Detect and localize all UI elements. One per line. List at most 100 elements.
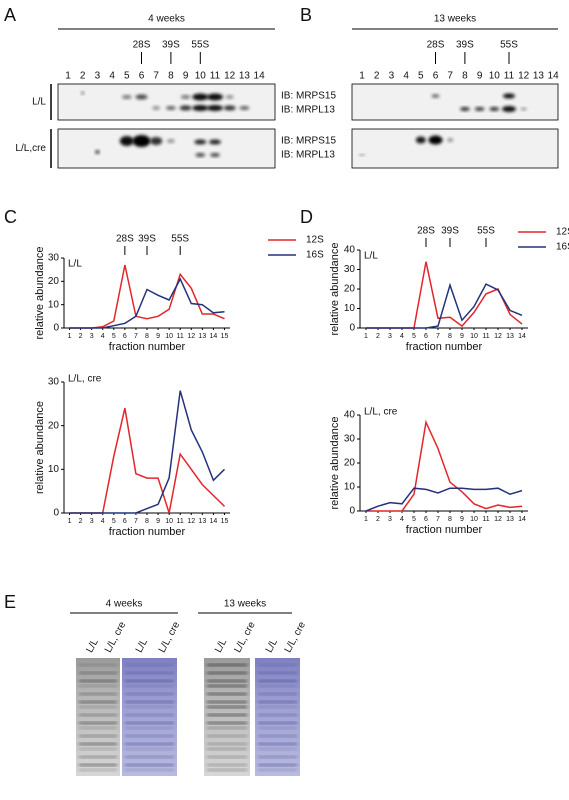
lane-label: L/L, cre [157, 620, 183, 655]
gel-band [79, 722, 117, 724]
gel-band [125, 672, 174, 674]
x-tick-label: 7 [436, 333, 440, 340]
band [209, 139, 221, 145]
x-tick-label: 7 [436, 516, 440, 523]
gel-band [79, 685, 117, 687]
marker-label: 39S [456, 40, 474, 51]
band [239, 106, 250, 110]
band [207, 105, 223, 111]
band [459, 107, 470, 111]
lane-number: 13 [239, 71, 251, 82]
annotation: 55S [171, 234, 189, 245]
data-line [366, 419, 523, 512]
band [192, 93, 209, 101]
band [121, 95, 132, 99]
x-tick-label: 8 [145, 518, 149, 525]
band [428, 135, 443, 145]
gel-band [125, 680, 174, 682]
x-tick-label: 6 [123, 518, 127, 525]
y-tick-label: 20 [48, 276, 60, 287]
y-tick-label: 30 [344, 264, 356, 275]
x-tick-label: 8 [145, 333, 149, 340]
gel-band [79, 714, 117, 716]
band [195, 153, 206, 157]
lane-number: 4 [403, 71, 409, 82]
x-axis-label: fraction number [109, 526, 186, 538]
band [447, 138, 454, 142]
blot-title: 4 weeks [148, 14, 185, 25]
marker-label: 39S [162, 40, 180, 51]
y-tick-label: 10 [344, 303, 356, 314]
gel-band [207, 706, 247, 708]
x-tick-label: 5 [412, 516, 416, 523]
lane-number: 1 [359, 71, 365, 82]
gel-band [258, 693, 297, 695]
gel-image [122, 658, 177, 776]
lane-number: 5 [418, 71, 424, 82]
x-tick-label: 1 [68, 333, 72, 340]
lane-number: 12 [224, 71, 236, 82]
antibody-label: IB: MRPS15 [281, 91, 336, 102]
gel-band [125, 693, 174, 695]
gel-band [258, 727, 297, 729]
x-tick-label: 11 [482, 516, 489, 523]
gel-band [79, 664, 117, 666]
panel-letter: B [300, 5, 312, 25]
gel-band [258, 743, 297, 745]
x-tick-label: 2 [79, 518, 83, 525]
lane-label: L/L, cre [232, 620, 258, 655]
x-tick-label: 12 [494, 333, 502, 340]
annotation: 39S [441, 226, 459, 237]
band [210, 153, 220, 157]
band [119, 136, 134, 146]
gel-band [258, 769, 297, 771]
blot-image [57, 83, 276, 121]
band [474, 107, 485, 111]
y-tick-label: 0 [349, 506, 355, 517]
gel-band [125, 706, 174, 708]
lane-number: 6 [139, 71, 145, 82]
y-tick-label: 30 [344, 434, 356, 445]
lane-number: 6 [433, 71, 439, 82]
band [359, 154, 365, 156]
band [166, 139, 175, 143]
data-line [69, 408, 226, 514]
lane-number: 10 [489, 71, 501, 82]
gel-band [258, 756, 297, 758]
x-tick-label: 10 [165, 518, 173, 525]
lane-number: 8 [462, 71, 468, 82]
gel-band [207, 764, 247, 766]
gel-band [79, 735, 117, 737]
panel-letter: A [4, 5, 16, 25]
x-tick-label: 13 [506, 333, 514, 340]
gel-image [76, 658, 120, 776]
y-tick-label: 10 [48, 464, 60, 475]
lane-label: L/L, cre [103, 620, 129, 655]
band [415, 136, 426, 144]
x-tick-label: 10 [165, 333, 173, 340]
band [95, 150, 100, 154]
x-tick-label: 15 [221, 333, 229, 340]
gel-image [204, 658, 250, 776]
band [152, 106, 161, 110]
band [81, 91, 85, 95]
gel-band [125, 764, 174, 766]
band [194, 139, 207, 145]
marker-label: 28S [427, 40, 445, 51]
y-tick-label: 20 [344, 458, 356, 469]
blot-image [351, 128, 559, 169]
annotation: 55S [477, 226, 495, 237]
band [180, 95, 191, 99]
y-tick-label: 40 [344, 245, 356, 256]
x-tick-label: 1 [364, 516, 368, 523]
x-tick-label: 9 [460, 333, 464, 340]
lane-number: 2 [80, 71, 86, 82]
data-line [69, 277, 225, 329]
x-tick-label: 4 [400, 333, 404, 340]
gel-image [255, 658, 300, 776]
gel-band [207, 664, 247, 666]
gel-band [125, 756, 174, 758]
band [179, 105, 192, 111]
band [150, 137, 163, 145]
